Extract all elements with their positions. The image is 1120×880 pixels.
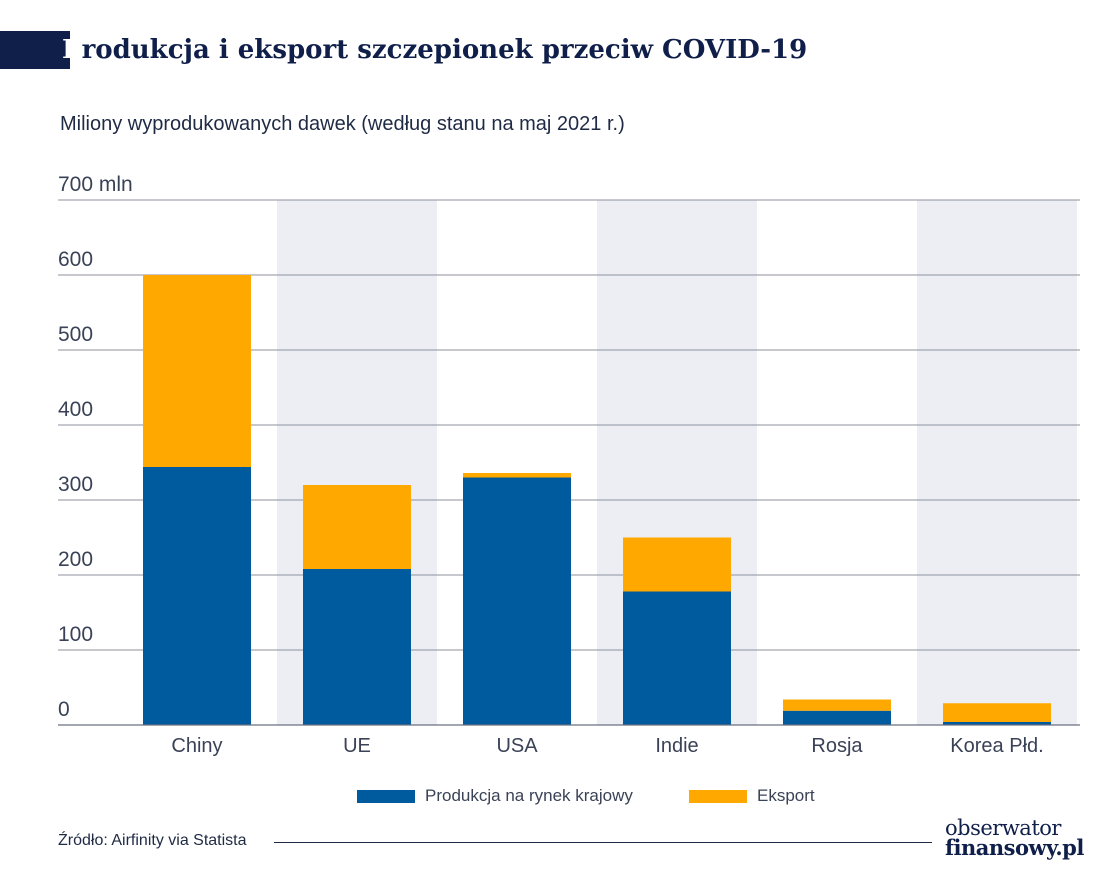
x-tick-label-1: UE — [343, 735, 371, 757]
bar-chart: 0 100 200 300 400 500 600 700 mln Chiny UE USA Indi… — [58, 173, 1080, 757]
bar-domestic-2 — [463, 477, 571, 725]
bar-domestic-0 — [143, 467, 251, 725]
legend-label-domestic: Produkcja na rynek krajowy — [425, 786, 633, 805]
legend-swatch-domestic — [357, 789, 415, 803]
chart-title-rest: rodukcja i eksport szczepionek przeciw C… — [81, 35, 808, 65]
x-tick-label-4: Rosja — [811, 735, 863, 757]
chart-subtitle: Miliony wyprodukowanych dawek (według st… — [60, 113, 625, 135]
logo-line-2: finansowy.pl — [945, 835, 1084, 860]
bar-export-5 — [943, 703, 1051, 722]
bar-export-3 — [623, 537, 731, 592]
legend-label-export: Eksport — [757, 786, 815, 805]
y-tick-label-500: 500 — [58, 323, 93, 346]
bar-domestic-4 — [783, 710, 891, 725]
bar-export-0 — [143, 275, 251, 467]
y-tick-label-200: 200 — [58, 548, 93, 571]
bar-export-2 — [463, 473, 571, 478]
x-tick-label-0: Chiny — [171, 735, 222, 757]
bar-domestic-3 — [623, 591, 731, 725]
bar-export-1 — [303, 485, 411, 569]
y-tick-label-600: 600 — [58, 248, 93, 271]
bar-domestic-1 — [303, 569, 411, 725]
x-tick-label-5: Korea Płd. — [950, 735, 1043, 757]
x-tick-label-2: USA — [496, 735, 538, 757]
chart-title-initial: P — [62, 35, 82, 65]
y-tick-label-300: 300 — [58, 473, 93, 496]
chart-legend: Produkcja na rynek krajowy Eksport — [0, 786, 1120, 812]
y-tick-label-400: 400 — [58, 398, 93, 421]
publisher-logo: obserwator finansowy.pl — [945, 816, 1085, 860]
legend-item-domestic: Produkcja na rynek krajowy — [357, 786, 633, 806]
source-divider — [274, 842, 932, 843]
x-tick-label-3: Indie — [655, 735, 698, 757]
source-note: Źródło: Airfinity via Statista — [58, 832, 247, 849]
bar-domestic-5 — [943, 722, 1051, 725]
y-tick-label-0: 0 — [58, 698, 70, 721]
bar-export-4 — [783, 699, 891, 711]
y-tick-label-100: 100 — [58, 623, 93, 646]
column-band-5 — [917, 200, 1077, 725]
logo-line-1: obserwator — [945, 816, 1061, 840]
chart-title: Produkcja i eksport szczepionek przeciw … — [62, 30, 807, 70]
legend-swatch-export — [689, 789, 747, 803]
title-accent-block — [0, 31, 70, 69]
legend-item-export: Eksport — [689, 786, 815, 806]
y-tick-label-700: 700 mln — [58, 173, 133, 196]
